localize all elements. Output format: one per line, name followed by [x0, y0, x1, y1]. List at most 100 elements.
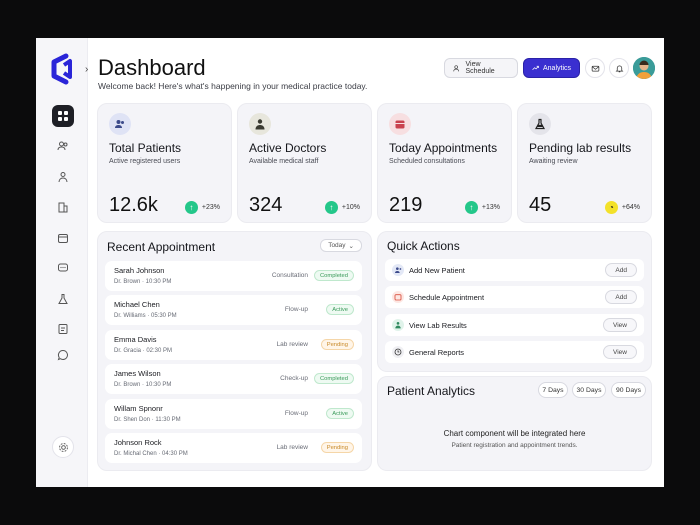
- clock-icon: [392, 346, 404, 358]
- sidebar-item-dashboard[interactable]: [52, 105, 74, 127]
- stat-label: Total Patients: [109, 141, 182, 155]
- sidebar-item-messages[interactable]: [52, 257, 74, 279]
- stat-card-today-appointments[interactable]: Today Appointments Scheduled consultatio…: [377, 103, 512, 223]
- doctor-time: Dr. Brown · 10:30 PM: [114, 382, 172, 388]
- chevron-right-icon[interactable]: ›: [85, 64, 89, 75]
- appointment-row[interactable]: Sarah Johnson Dr. Brown · 10:30 PM Consu…: [105, 261, 362, 291]
- appointment-row[interactable]: Emma Davis Dr. Gracia · 02:30 PM Lab rev…: [105, 330, 362, 360]
- sidebar-item-departments[interactable]: [52, 196, 74, 218]
- stat-icon-wrap: [389, 113, 411, 135]
- quick-action-label: Add New Patient: [409, 266, 465, 275]
- view-button[interactable]: View: [603, 318, 637, 332]
- stat-trend-value: +10%: [341, 204, 360, 211]
- sidebar-item-chat[interactable]: [52, 344, 74, 366]
- appointment-type: Flow-up: [284, 410, 308, 417]
- flask-icon: [58, 294, 68, 304]
- stat-sub: Active registered users: [109, 158, 181, 165]
- sidebar-item-patients[interactable]: [52, 135, 74, 157]
- view-schedule-button[interactable]: View Schedule: [444, 58, 518, 78]
- view-button[interactable]: View: [603, 345, 637, 359]
- chevron-down-icon: ⌄: [348, 242, 354, 250]
- settings-button[interactable]: [52, 436, 74, 458]
- quick-action-schedule[interactable]: Schedule Appointment Add: [385, 286, 644, 308]
- stat-card-total-patients[interactable]: Total Patients Active registered users 1…: [97, 103, 232, 223]
- grid-icon: [58, 111, 68, 121]
- stat-label: Pending lab results: [529, 141, 632, 155]
- appointment-type: Consultation: [271, 272, 308, 279]
- users-icon: [115, 120, 124, 128]
- quick-action-label: General Reports: [409, 348, 465, 357]
- sidebar-item-reports[interactable]: [52, 318, 74, 340]
- calendar-icon: [395, 120, 405, 129]
- appointment-row[interactable]: James Wilson Dr. Brown · 10:30 PM Check-…: [105, 364, 362, 394]
- stat-card-active-doctors[interactable]: Active Doctors Available medical staff 3…: [237, 103, 372, 223]
- recent-appointments-panel: Recent Appointment Today ⌄ Sarah Johnson…: [97, 231, 372, 471]
- notifications-button[interactable]: [609, 58, 629, 78]
- add-user-icon: [392, 264, 404, 276]
- chat-dots-icon: [58, 263, 68, 272]
- stat-sub: Awaiting review: [529, 158, 578, 165]
- appointment-row[interactable]: Willam Spnonr Dr. Shen Don · 11:30 PM Fl…: [105, 399, 362, 429]
- patient-name: Willam Spnonr: [114, 404, 163, 413]
- today-filter-label: Today: [328, 242, 346, 249]
- range-7-days[interactable]: 7 Days: [538, 382, 568, 398]
- sidebar-item-calendar[interactable]: [52, 227, 74, 249]
- doctor-icon: [58, 172, 68, 183]
- clock-icon: ◔: [604, 201, 618, 214]
- quick-action-lab-results[interactable]: View Lab Results View: [385, 314, 644, 336]
- bell-icon: [615, 65, 623, 72]
- appointment-type: Lab review: [276, 444, 308, 451]
- sidebar-item-lab[interactable]: [52, 288, 74, 310]
- stat-label: Today Appointments: [389, 141, 498, 155]
- appointment-row[interactable]: Michael Chen Dr. Williams · 05:30 PM Flo…: [105, 295, 362, 325]
- stat-icon-wrap: [529, 113, 551, 135]
- view-schedule-label: View Schedule: [465, 61, 495, 75]
- patient-name: Michael Chen: [114, 300, 160, 309]
- patient-name: James Wilson: [114, 369, 161, 378]
- mail-icon: [591, 65, 599, 71]
- appointment-row[interactable]: Johnson Rock Dr. Michal Chen · 04:30 PM …: [105, 433, 362, 463]
- status-badge: Completed: [313, 373, 354, 384]
- stat-trend: ↑ +10%: [324, 201, 360, 214]
- analytics-title: Patient Analytics: [387, 384, 476, 398]
- appointment-type: Flow-up: [284, 306, 308, 313]
- add-button[interactable]: Add: [605, 290, 637, 304]
- users-icon: [453, 64, 460, 71]
- stat-trend: ↑ +13%: [464, 201, 500, 214]
- users-icon: [57, 141, 68, 151]
- status-badge: Pending: [320, 339, 354, 350]
- app-window: › Dashboard Welcom: [36, 38, 664, 487]
- stat-value: 12.6k: [109, 194, 158, 216]
- add-button[interactable]: Add: [605, 263, 637, 277]
- stat-card-pending-lab[interactable]: Pending lab results Awaiting review 45 ◔…: [517, 103, 652, 223]
- status-badge: Active: [326, 304, 354, 315]
- quick-actions-panel: Quick Actions Add New Patient Add Schedu…: [377, 231, 652, 372]
- page-subtitle: Welcome back! Here's what's happening in…: [98, 81, 368, 91]
- sidebar-item-doctors[interactable]: [52, 166, 74, 188]
- stat-icon-wrap: [109, 113, 131, 135]
- user-avatar-icon: [633, 57, 655, 79]
- range-90-days[interactable]: 90 Days: [611, 382, 646, 398]
- report-icon: [58, 324, 68, 334]
- quick-action-reports[interactable]: General Reports View: [385, 341, 644, 363]
- arrow-up-icon: ↑: [324, 201, 338, 214]
- mail-button[interactable]: [585, 58, 605, 78]
- gear-icon: [58, 442, 68, 452]
- analytics-button[interactable]: Analytics: [523, 58, 580, 78]
- doctor-time: Dr. Williams · 05:30 PM: [114, 313, 177, 319]
- doctor-icon: [255, 119, 265, 130]
- stat-label: Active Doctors: [249, 141, 327, 155]
- status-badge: Completed: [313, 270, 354, 281]
- stat-trend-value: +13%: [481, 204, 500, 211]
- analytics-label: Analytics: [542, 64, 571, 72]
- today-filter-dropdown[interactable]: Today ⌄: [320, 239, 362, 252]
- patient-name: Johnson Rock: [114, 438, 162, 447]
- range-30-days[interactable]: 30 Days: [572, 382, 606, 398]
- stat-value: 324: [249, 194, 283, 216]
- message-icon: [57, 349, 68, 361]
- stat-trend-value: +23%: [201, 204, 220, 211]
- chart-placeholder: Chart component will be integrated here: [443, 429, 586, 438]
- quick-action-add-patient[interactable]: Add New Patient Add: [385, 259, 644, 281]
- avatar[interactable]: [633, 57, 655, 79]
- arrow-up-icon: ↑: [184, 201, 198, 214]
